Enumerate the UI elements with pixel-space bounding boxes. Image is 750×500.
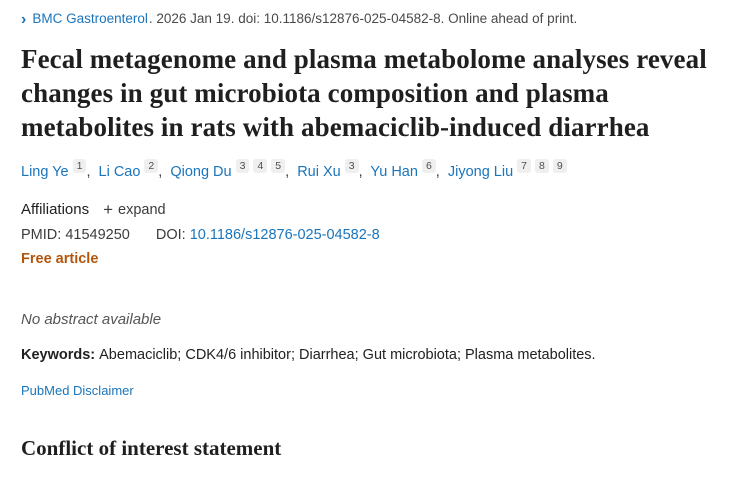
keywords-line: Keywords: Abemaciclib; CDK4/6 inhibitor; … (21, 347, 726, 363)
identifiers-line: PMID: 41549250 DOI: 10.1186/s12876-025-0… (21, 227, 726, 243)
author-link[interactable]: Qiong Du (170, 164, 232, 180)
author-separator: , (358, 164, 363, 180)
disclaimer-line: PubMed Disclaimer (21, 382, 726, 400)
free-article-badge: Free article (21, 251, 99, 267)
doi-label: DOI: (155, 227, 186, 243)
doi-link[interactable]: 10.1186/s12876-025-04582-8 (189, 227, 380, 243)
author: Yu Han 6, (370, 159, 443, 180)
affiliation-sup[interactable]: 6 (421, 159, 436, 173)
plus-icon: + (103, 200, 114, 219)
affiliation-sup[interactable]: 9 (552, 159, 567, 173)
affiliation-sup[interactable]: 5 (271, 159, 286, 173)
author-link[interactable]: Ling Ye (21, 164, 69, 180)
affiliations-label: Affiliations (21, 201, 90, 218)
citation-text: . 2026 Jan 19. doi: 10.1186/s12876-025-0… (148, 11, 578, 26)
author: Jiyong Liu 7 8 9 (447, 159, 567, 180)
affiliation-sup[interactable]: 8 (535, 159, 549, 173)
author: Li Cao 2, (98, 159, 167, 180)
author-link[interactable]: Rui Xu (297, 164, 341, 180)
pmid-label: PMID: (21, 227, 62, 243)
expand-affiliations-button[interactable]: + expand (103, 201, 166, 218)
journal-actions-chevron-icon[interactable]: › (21, 11, 27, 28)
affiliation-sup[interactable]: 4 (253, 159, 268, 173)
keywords-label: Keywords: (21, 347, 96, 363)
author-separator: , (158, 164, 163, 180)
affiliation-sup[interactable]: 3 (235, 159, 250, 173)
affiliation-sup[interactable]: 1 (72, 159, 87, 173)
author: Ling Ye 1, (21, 159, 94, 180)
author-separator: , (86, 164, 91, 180)
author: Rui Xu 3, (297, 159, 366, 180)
article-title: Fecal metagenome and plasma metabolome a… (21, 44, 707, 142)
keywords-text: Abemaciclib; CDK4/6 inhibitor; Diarrhea;… (99, 347, 596, 363)
pubmed-disclaimer-link[interactable]: PubMed Disclaimer (21, 383, 134, 398)
expand-label: expand (118, 201, 166, 218)
authors-list: Ling Ye 1, Li Cao 2, Qiong Du 3 4 5, Rui Xu 3,… (21, 159, 726, 184)
affiliation-sup[interactable]: 2 (144, 159, 159, 173)
author-separator: , (285, 164, 290, 180)
doi-group: DOI: 10.1186/s12876-025-04582-8 (156, 227, 380, 243)
journal-link[interactable]: BMC Gastroenterol (32, 11, 148, 26)
author-link[interactable]: Li Cao (98, 164, 141, 180)
author-link[interactable]: Yu Han (370, 164, 418, 180)
pmid-value: 41549250 (65, 227, 130, 243)
author: Qiong Du 3 4 5, (170, 159, 293, 180)
no-abstract-note: No abstract available (21, 311, 162, 328)
affiliation-sup[interactable]: 7 (517, 159, 531, 173)
citation-bar: › BMC Gastroenterol . 2026 Jan 19. doi: … (21, 11, 726, 28)
author-link[interactable]: Jiyong Liu (447, 164, 514, 180)
affiliations-row: Affiliations + expand (21, 201, 726, 218)
author-separator: , (435, 164, 440, 180)
conflict-of-interest-heading: Conflict of interest statement (21, 436, 282, 460)
affiliation-sup[interactable]: 3 (344, 159, 359, 173)
